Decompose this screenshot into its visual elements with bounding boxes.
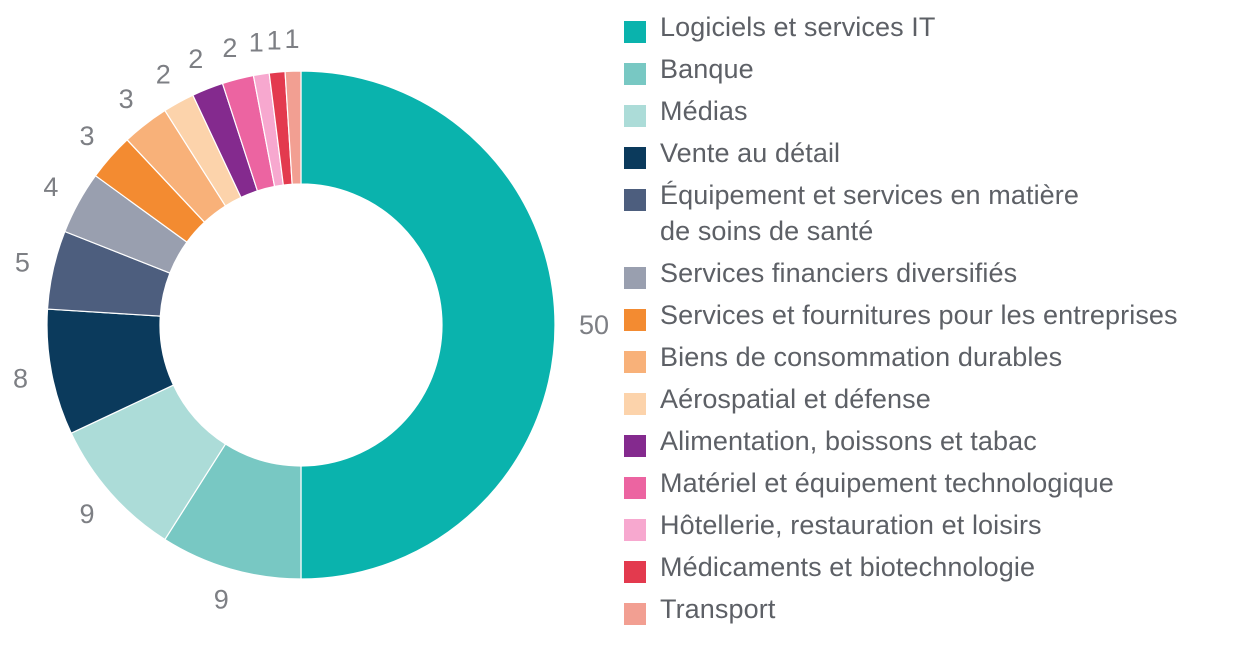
slice-value-label: 2 — [156, 59, 171, 89]
legend-item: Matériel et équipement technologique — [624, 466, 1254, 502]
legend-item: Vente au détail — [624, 136, 1254, 172]
legend-label: Matériel et équipement technologique — [660, 466, 1114, 502]
legend-swatch — [624, 21, 646, 43]
legend-swatch — [624, 518, 646, 541]
legend-item: Biens de consommation durables — [624, 340, 1254, 376]
slice-value-label: 1 — [285, 24, 300, 54]
legend-label-line: Services financiers diversifiés — [660, 257, 1018, 288]
legend-item: Logiciels et services IT — [624, 10, 1254, 46]
legend-label-line: Logiciels et services IT — [660, 12, 936, 42]
donut-chart: 50 9 9 8 5 4 3 3 2 2 2 1 1 1 — [0, 0, 610, 648]
legend-item: Médias — [624, 94, 1254, 130]
chart-legend: Logiciels et services IT Banque Médias Vent… — [624, 10, 1254, 634]
legend-swatch — [624, 434, 646, 457]
legend-label-line: Transport — [660, 593, 776, 624]
legend-label-line: Équipement et services en matière — [660, 180, 1080, 210]
legend-swatch — [624, 602, 646, 625]
legend-label: Biens de consommation durables — [660, 340, 1062, 376]
legend-label: Banque — [660, 52, 754, 88]
legend-label-line: Banque — [660, 54, 754, 84]
slice-value-label: 9 — [214, 585, 229, 615]
slice-value-label: 50 — [579, 310, 609, 340]
legend-label: Services financiers diversifiés — [660, 256, 1017, 292]
legend-label-line: Matériel et équipement technologique — [660, 467, 1114, 498]
legend-label: Aérospatial et défense — [660, 382, 931, 418]
legend-label: Alimentation, boissons et tabac — [660, 424, 1037, 460]
legend-swatch — [624, 147, 646, 169]
slice-value-label: 4 — [43, 172, 58, 202]
slice-value-label: 1 — [249, 28, 264, 58]
legend-item: Équipement et services en matière de soin… — [624, 178, 1254, 250]
legend-swatch — [624, 560, 646, 583]
legend-swatch — [624, 266, 646, 289]
legend-item: Transport — [624, 592, 1254, 628]
legend-label: Médias — [660, 94, 748, 130]
legend-swatch — [624, 476, 646, 499]
legend-swatch — [624, 189, 646, 211]
slice-value-label: 3 — [79, 121, 94, 151]
legend-item: Services et fournitures pour les entrepr… — [624, 298, 1254, 334]
legend-label-line: de soins de santé — [660, 215, 874, 246]
legend-item: Hôtellerie, restauration et loisirs — [624, 508, 1254, 544]
legend-label: Vente au détail — [660, 136, 840, 172]
slice-value-label: 3 — [119, 84, 134, 114]
legend-label-line: Alimentation, boissons et tabac — [660, 425, 1037, 456]
legend-swatch — [624, 308, 646, 331]
legend-label-line: Services et fournitures pour les entrepr… — [660, 299, 1178, 330]
legend-label: Services et fournitures pour les entrepr… — [660, 298, 1178, 334]
legend-label-line: Vente au détail — [660, 138, 841, 168]
legend-label-line: Hôtellerie, restauration et loisirs — [660, 509, 1042, 540]
legend-swatch — [624, 392, 646, 415]
legend-item: Services financiers diversifiés — [624, 256, 1254, 292]
legend-item: Alimentation, boissons et tabac — [624, 424, 1254, 460]
legend-label: Équipement et services en matière de soin… — [660, 178, 1079, 250]
legend-item: Médicaments et biotechnologie — [624, 550, 1254, 586]
legend-item: Aérospatial et défense — [624, 382, 1254, 418]
donut-slice — [300, 70, 556, 580]
legend-label: Hôtellerie, restauration et loisirs — [660, 508, 1042, 544]
legend-swatch — [624, 105, 646, 127]
legend-swatch — [624, 63, 646, 85]
legend-label-line: Médias — [660, 96, 748, 126]
legend-swatch — [624, 350, 646, 373]
slice-value-label: 2 — [222, 33, 237, 63]
legend-label-line: Médicaments et biotechnologie — [660, 551, 1036, 582]
slice-value-label: 9 — [79, 499, 94, 529]
slice-value-label: 8 — [13, 364, 28, 394]
legend-label: Logiciels et services IT — [660, 10, 936, 46]
slice-value-label: 2 — [188, 44, 203, 74]
legend-label-line: Aérospatial et défense — [660, 383, 931, 414]
legend-label: Médicaments et biotechnologie — [660, 550, 1035, 586]
donut-slice — [284, 70, 302, 185]
legend-label: Transport — [660, 592, 775, 628]
legend-item: Banque — [624, 52, 1254, 88]
legend-label-line: Biens de consommation durables — [660, 341, 1063, 372]
slice-value-label: 5 — [15, 248, 30, 278]
slice-value-label: 1 — [267, 25, 282, 55]
